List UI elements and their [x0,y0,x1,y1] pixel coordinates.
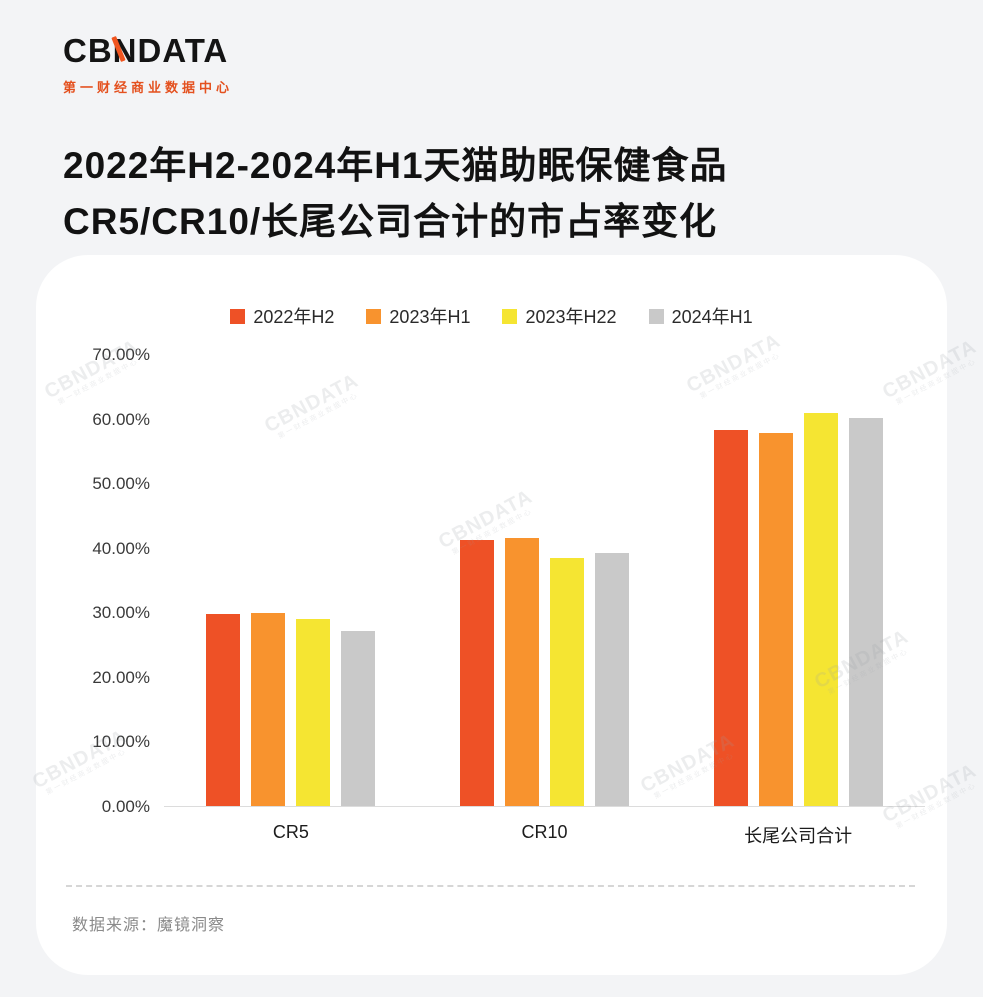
y-tick-label: 50.00% [92,474,150,494]
bar-group-1 [418,355,672,806]
x-axis-label-0: CR5 [272,822,309,842]
legend-swatch-icon [366,308,382,324]
y-axis-spacer [36,822,164,848]
chart-card: 2022年H2 2023年H1 2023年H22 2024年H1 70.00% 60.0… [36,255,947,975]
bar-series0-cat1 [460,539,494,806]
bar-series0-cat0 [206,614,241,806]
legend-swatch-icon [502,308,518,324]
bar-series2-cat0 [296,618,331,806]
legend-item-0: 2022年H2 [230,303,334,329]
bar-series1-cat2 [758,432,793,806]
y-tick-label: 60.00% [92,409,150,429]
data-source: 数据来源：魔镜洞察 [72,917,226,934]
bar-series2-cat2 [803,413,838,806]
x-axis-row: CR5 CR10 长尾公司合计 [36,822,947,848]
page-title: 2022年H2-2024年H1天猫助眠保健食品 CR5/CR10/长尾公司合计的… [63,138,923,249]
x-axis: CR5 CR10 长尾公司合计 [164,822,925,848]
bar-series0-cat2 [713,429,748,806]
legend: 2022年H2 2023年H1 2023年H22 2024年H1 [36,305,947,327]
legend-swatch-icon [230,308,246,324]
dashed-divider [66,885,915,887]
bar-group-0 [164,355,418,806]
page-title-line2: CR5/CR10/长尾公司合计的市占率变化 [63,200,718,242]
y-tick-label: 30.00% [92,603,150,623]
legend-label: 2023年H1 [389,307,471,327]
bar-series1-cat1 [505,537,539,806]
legend-item-2: 2023年H22 [502,303,617,329]
x-axis-label-2: 长尾公司合计 [744,826,853,846]
bar-series1-cat0 [251,613,286,806]
bar-series2-cat1 [550,557,584,806]
y-tick-label: 10.00% [92,732,150,752]
logo: CBNDATA [63,32,228,70]
x-axis-label-1: CR10 [521,822,568,842]
legend-item-3: 2024年H1 [648,303,753,329]
chart: 70.00% 60.00% 50.00% 40.00% 30.00% 20.00% 10.0… [36,345,947,816]
y-axis: 70.00% 60.00% 50.00% 40.00% 30.00% 20.00% 10.0… [36,345,164,816]
brand-tagline: 第一财经商业数据中心 [63,80,234,95]
y-tick-label: 40.00% [92,538,150,558]
y-tick-label: 70.00% [92,345,150,364]
y-tick-label: 20.00% [92,667,150,687]
brand-text: CBNDATA [63,32,229,69]
legend-label: 2022年H2 [253,307,335,327]
bar-series3-cat0 [341,630,376,806]
legend-item-1: 2023年H1 [366,303,470,329]
legend-label: 2024年H1 [671,307,753,327]
legend-label: 2023年H22 [525,307,617,327]
plot-area [164,355,925,807]
bar-series3-cat2 [848,417,883,806]
header: CBNDATA 第一财经商业数据中心 [0,0,983,96]
y-tick-label: 0.00% [101,797,150,816]
page-title-line1: 2022年H2-2024年H1天猫助眠保健食品 [63,145,728,186]
bar-series3-cat1 [595,552,629,806]
legend-swatch-icon [648,308,664,324]
bar-group-2 [671,355,925,806]
